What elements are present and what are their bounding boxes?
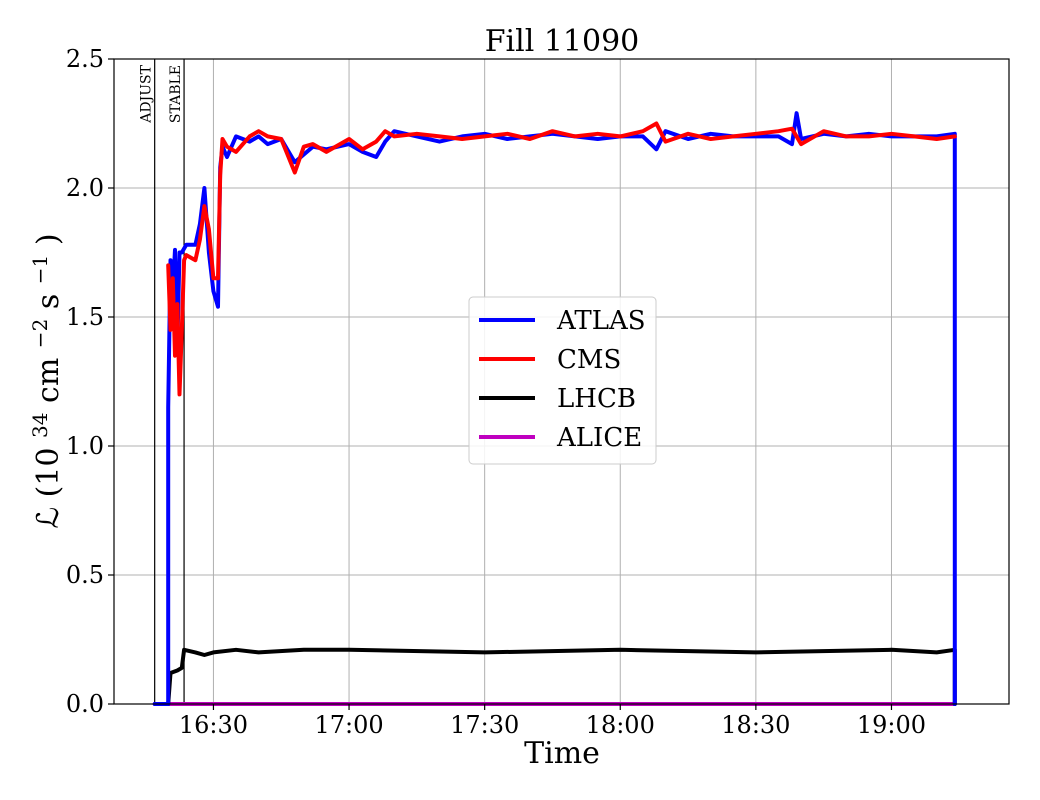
legend-items: ATLAS CMS LHCB ALICE [479, 306, 646, 453]
plot-frame [113, 58, 1010, 705]
y-axis-label-mid: cm [31, 358, 66, 403]
x-axis-ticks: 16:30 17:00 17:30 18:00 18:30 19:00 [179, 704, 926, 739]
x-tick-label: 17:30 [450, 711, 519, 739]
marker-label: STABLE [168, 65, 184, 123]
y-axis-label-exp3: −1 [28, 255, 52, 284]
chart-title: Fill 11090 [485, 24, 640, 59]
y-tick-label: 0.0 [66, 690, 104, 718]
series-lhcb-line [166, 647, 957, 706]
legend-box [468, 296, 657, 465]
y-axis-label-s: s [31, 294, 66, 309]
x-tick-label: 18:30 [721, 711, 790, 739]
y-tick-label: 0.5 [66, 561, 104, 589]
y-axis-label: ℒ (10 34 cm −2 s −1 ) [20, 233, 66, 528]
legend: ATLAS CMS LHCB ALICE [468, 296, 657, 465]
legend-label-atlas: ATLAS [556, 306, 646, 336]
legend-label-cms: CMS [557, 345, 621, 375]
x-tick-label: 17:00 [314, 711, 383, 739]
y-tick-label: 2.5 [66, 45, 104, 73]
y-tick-label: 1.5 [66, 303, 104, 331]
y-axis-label-exp1: 34 [28, 413, 52, 438]
series-cms-line [166, 121, 957, 397]
legend-label-lhcb: LHCB [557, 384, 636, 414]
y-axis-ticks: 0.0 0.5 1.0 1.5 2.0 2.5 [66, 45, 114, 718]
y-axis-label-suffix: ) [31, 233, 66, 245]
series-atlas-line [152, 111, 957, 706]
x-tick-label: 16:30 [179, 711, 248, 739]
y-axis-label-prefix: ℒ (10 [31, 448, 66, 529]
y-tick-label: 1.0 [66, 432, 104, 460]
y-tick-label: 2.0 [66, 174, 104, 202]
x-axis-label: Time [524, 736, 600, 771]
marker-label: ADJUST [139, 64, 155, 123]
x-tick-label: 19:00 [857, 711, 926, 739]
legend-label-alice: ALICE [556, 423, 642, 453]
x-tick-label: 18:00 [586, 711, 655, 739]
run-markers: ADJUST STABLE [139, 59, 185, 704]
y-axis-label-exp2: −2 [28, 319, 52, 348]
